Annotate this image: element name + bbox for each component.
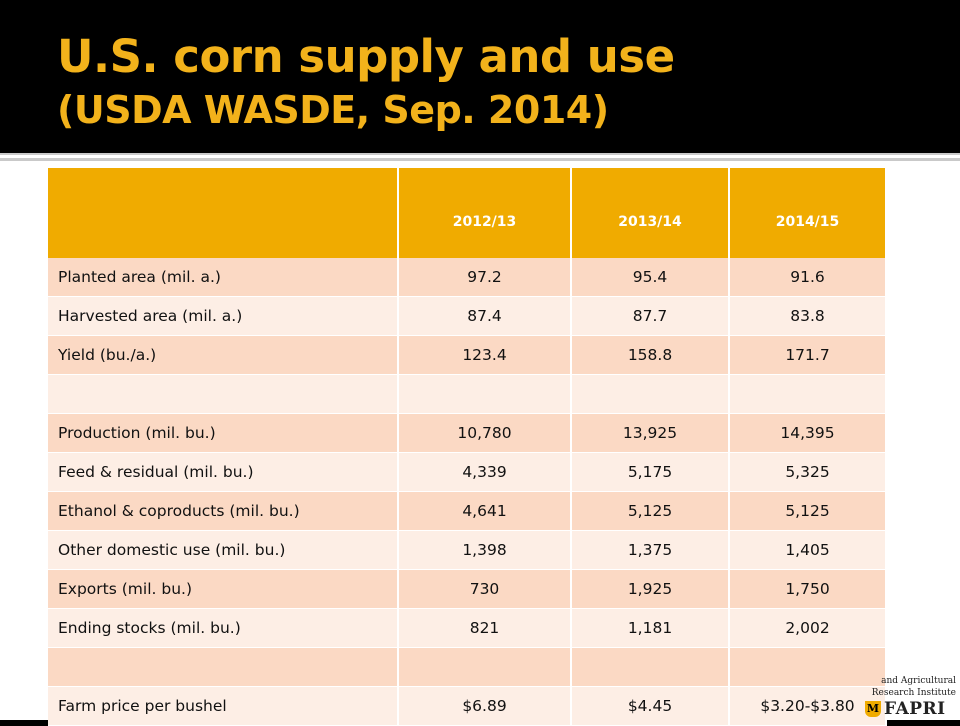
row-label: Ethanol & coproducts (mil. bu.) bbox=[48, 491, 399, 531]
row-label: Production (mil. bu.) bbox=[48, 413, 399, 453]
header-cell-2012-13: 2012/13 bbox=[398, 168, 572, 258]
table-row-spacer bbox=[48, 374, 887, 414]
cell-value: 4,339 bbox=[398, 452, 572, 492]
cell-value: 83.8 bbox=[729, 296, 887, 336]
row-label: Harvested area (mil. a.) bbox=[48, 296, 399, 336]
cell-value bbox=[571, 647, 730, 687]
table-header-row: 2012/13 2013/14 2014/15 bbox=[48, 168, 887, 258]
table-row: Ending stocks (mil. bu.) 821 1,181 2,002 bbox=[48, 608, 887, 648]
cell-value: 5,175 bbox=[571, 452, 730, 492]
cell-value: 821 bbox=[398, 608, 572, 648]
mu-shield-icon: M bbox=[865, 701, 881, 717]
cell-value: 1,925 bbox=[571, 569, 730, 609]
table-row: Feed & residual (mil. bu.) 4,339 5,175 5… bbox=[48, 452, 887, 492]
row-label: Other domestic use (mil. bu.) bbox=[48, 530, 399, 570]
cell-value bbox=[729, 647, 887, 687]
title-divider-highlight bbox=[0, 155, 960, 158]
logo-text-line2: Research Institute bbox=[871, 688, 956, 698]
row-label: Planted area (mil. a.) bbox=[48, 258, 399, 297]
row-label: Yield (bu./a.) bbox=[48, 335, 399, 375]
cell-value bbox=[571, 374, 730, 414]
cell-value: 97.2 bbox=[398, 258, 572, 297]
row-label: Ending stocks (mil. bu.) bbox=[48, 608, 399, 648]
cell-value: 95.4 bbox=[571, 258, 730, 297]
cell-value: 1,181 bbox=[571, 608, 730, 648]
cell-value: 5,325 bbox=[729, 452, 887, 492]
cell-value: 1,375 bbox=[571, 530, 730, 570]
row-label bbox=[48, 647, 399, 687]
cell-value: 158.8 bbox=[571, 335, 730, 375]
table-row: Harvested area (mil. a.) 87.4 87.7 83.8 bbox=[48, 296, 887, 336]
cell-value: 14,395 bbox=[729, 413, 887, 453]
cell-value: 730 bbox=[398, 569, 572, 609]
cell-value: 91.6 bbox=[729, 258, 887, 297]
logo-wordmark: FAPRI bbox=[884, 699, 946, 719]
cell-value: 4,641 bbox=[398, 491, 572, 531]
table-row: Yield (bu./a.) 123.4 158.8 171.7 bbox=[48, 335, 887, 375]
table-row: Exports (mil. bu.) 730 1,925 1,750 bbox=[48, 569, 887, 609]
table-row: Ethanol & coproducts (mil. bu.) 4,641 5,… bbox=[48, 491, 887, 531]
logo-text-line1: and Agricultural bbox=[881, 676, 956, 686]
cell-value: 1,398 bbox=[398, 530, 572, 570]
cell-value: 171.7 bbox=[729, 335, 887, 375]
corn-supply-table: 2012/13 2013/14 2014/15 Planted area (mi… bbox=[48, 168, 887, 726]
cell-value: 87.7 bbox=[571, 296, 730, 336]
fapri-logo: and Agricultural Research Institute M FA… bbox=[862, 668, 960, 720]
cell-value: 5,125 bbox=[571, 491, 730, 531]
cell-value: 1,405 bbox=[729, 530, 887, 570]
header-cell-2014-15: 2014/15 bbox=[729, 168, 887, 258]
cell-value: 5,125 bbox=[729, 491, 887, 531]
cell-value: 2,002 bbox=[729, 608, 887, 648]
row-label: Exports (mil. bu.) bbox=[48, 569, 399, 609]
slide-title: U.S. corn supply and use bbox=[57, 30, 675, 83]
header-cell-2013-14: 2013/14 bbox=[571, 168, 730, 258]
title-bar: U.S. corn supply and use (USDA WASDE, Se… bbox=[0, 0, 960, 152]
row-label bbox=[48, 374, 399, 414]
cell-value: 10,780 bbox=[398, 413, 572, 453]
cell-value bbox=[729, 374, 887, 414]
cell-value: 123.4 bbox=[398, 335, 572, 375]
header-cell-label bbox=[48, 168, 399, 258]
cell-value: 1,750 bbox=[729, 569, 887, 609]
table-row: Farm price per bushel $6.89 $4.45 $3.20-… bbox=[48, 686, 887, 726]
table-row: Production (mil. bu.) 10,780 13,925 14,3… bbox=[48, 413, 887, 453]
table-row-spacer bbox=[48, 647, 887, 687]
cell-value: $3.20-$3.80 bbox=[729, 686, 887, 726]
cell-value bbox=[398, 374, 572, 414]
table-row: Other domestic use (mil. bu.) 1,398 1,37… bbox=[48, 530, 887, 570]
slide-subtitle: (USDA WASDE, Sep. 2014) bbox=[57, 88, 609, 132]
table-row: Planted area (mil. a.) 97.2 95.4 91.6 bbox=[48, 258, 887, 297]
row-label: Feed & residual (mil. bu.) bbox=[48, 452, 399, 492]
cell-value bbox=[398, 647, 572, 687]
cell-value: 13,925 bbox=[571, 413, 730, 453]
cell-value: 87.4 bbox=[398, 296, 572, 336]
